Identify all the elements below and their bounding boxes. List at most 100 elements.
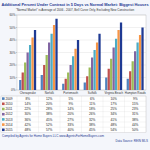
tick-mark xyxy=(16,27,17,28)
legend-swatch xyxy=(2,113,5,116)
bar xyxy=(74,49,76,90)
legend-swatch xyxy=(2,129,5,132)
bar xyxy=(65,79,67,90)
tick-mark xyxy=(16,65,17,66)
bar xyxy=(93,50,95,90)
grid-line xyxy=(17,15,146,16)
legend-swatch xyxy=(2,103,5,106)
grid-line xyxy=(17,27,146,28)
source: Data Source: REIN MLS xyxy=(115,139,148,143)
legend-label: 2012 xyxy=(6,112,13,116)
bar xyxy=(46,55,48,90)
bar xyxy=(96,43,98,91)
table-cell: 32% xyxy=(89,118,96,122)
table-cell: 34% xyxy=(111,112,118,116)
bar xyxy=(89,68,91,91)
bar xyxy=(139,35,141,90)
table-cell: 9% xyxy=(133,97,138,101)
table-col-line xyxy=(81,96,82,132)
table-row-line xyxy=(1,96,146,97)
background xyxy=(0,0,150,150)
table-cell: 50% xyxy=(132,128,139,132)
footer: Compiled by Agents for Home Buyers LLC w… xyxy=(2,134,105,138)
table-cell: 12% xyxy=(46,97,53,101)
grid-line xyxy=(17,52,146,53)
bar xyxy=(134,51,136,90)
table-cell: 5% xyxy=(68,97,73,101)
table-cell: 20% xyxy=(68,112,75,116)
table-cell: 30% xyxy=(25,112,32,116)
bar xyxy=(48,43,50,91)
table-cell: 22% xyxy=(25,107,32,111)
bar xyxy=(77,40,79,90)
bar xyxy=(113,48,115,91)
bar xyxy=(62,84,64,90)
bar xyxy=(86,76,88,90)
table-col-line xyxy=(124,96,125,132)
table-cell: 33% xyxy=(68,123,75,127)
bar xyxy=(120,23,122,91)
tick-mark xyxy=(16,15,17,16)
bar xyxy=(29,45,31,90)
table-cell: 52% xyxy=(46,123,53,127)
table-cell: 45% xyxy=(89,128,96,132)
bar xyxy=(43,65,45,90)
bar xyxy=(141,28,143,91)
table-cell: 23% xyxy=(132,107,139,111)
bar xyxy=(110,59,112,90)
bar xyxy=(98,34,100,90)
legend-swatch xyxy=(2,97,5,100)
table-cell: 38% xyxy=(89,123,96,127)
table-cell: 14% xyxy=(68,107,75,111)
bar xyxy=(117,30,119,90)
legend-label: 2013 xyxy=(6,118,13,122)
table-cell: 27% xyxy=(68,118,75,122)
legend-swatch xyxy=(2,123,5,126)
table-col-line xyxy=(38,96,39,132)
subtitle: "Normal Market" is Average of 2006 - 200… xyxy=(16,8,135,12)
y-tick-label: 20% xyxy=(9,63,15,67)
title: Additional Percent Under Contract in 5 D… xyxy=(1,2,148,7)
table-cell: 38% xyxy=(132,118,139,122)
bar xyxy=(53,25,55,90)
bar xyxy=(84,83,86,91)
legend-swatch xyxy=(2,118,5,121)
bar xyxy=(127,79,129,90)
table-cell: 40% xyxy=(68,128,75,132)
y-tick-label: 0% xyxy=(11,88,16,92)
y-tick-label: 30% xyxy=(9,51,15,55)
table-col-line xyxy=(103,96,104,132)
x-tick-label: Virginia Beach xyxy=(104,91,123,95)
table-cell: 25% xyxy=(111,107,118,111)
bar xyxy=(67,73,69,91)
bar xyxy=(132,61,134,90)
table-col-line xyxy=(146,96,147,132)
bar xyxy=(108,69,110,90)
bar xyxy=(31,38,33,91)
bar xyxy=(115,39,117,90)
grid-line xyxy=(17,65,146,66)
x-tick-label: Suffolk xyxy=(88,91,97,95)
table-cell: 6% xyxy=(90,97,95,101)
table-cell: 26% xyxy=(89,112,96,116)
table-cell: 9% xyxy=(68,102,73,106)
x-tick-label: Portsmouth xyxy=(63,91,78,95)
bar xyxy=(105,78,107,91)
bar xyxy=(19,80,21,90)
tick-mark xyxy=(16,90,17,91)
table-cell: 18% xyxy=(89,107,96,111)
plot-area xyxy=(17,15,146,90)
bar xyxy=(55,19,57,90)
legend-label: 2011 xyxy=(6,107,13,111)
table-cell: 44% xyxy=(132,123,139,127)
table-cell: 11% xyxy=(89,102,95,106)
bar xyxy=(24,63,26,91)
bar xyxy=(22,73,24,91)
bar xyxy=(50,34,52,90)
bar xyxy=(136,43,138,91)
bar xyxy=(27,53,29,91)
y-tick-label: 40% xyxy=(9,38,15,42)
table-cell: 48% xyxy=(25,128,32,132)
legend-label: 2015 xyxy=(6,128,13,132)
table-cell: 31% xyxy=(132,112,139,116)
